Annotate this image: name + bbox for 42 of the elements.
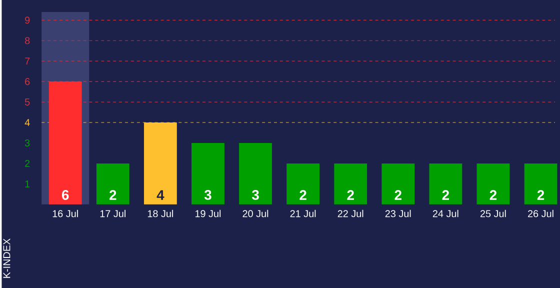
data-label: 2 <box>300 190 306 200</box>
x-tick-label: 24 Jul <box>432 210 458 218</box>
x-tick-label: 21 Jul <box>290 210 316 218</box>
x-tick-label: 16 Jul <box>52 210 78 218</box>
bar <box>429 163 462 204</box>
y-axis-title: K-INDEX <box>3 238 10 278</box>
data-label: 2 <box>537 190 544 200</box>
x-tick-label: 20 Jul <box>242 210 268 218</box>
x-tick-label: 17 Jul <box>100 210 126 218</box>
data-label: 2 <box>394 190 402 200</box>
y-tick-label: 9 <box>25 16 30 24</box>
x-tick-label: 25 Jul <box>480 210 506 218</box>
bar <box>334 163 368 204</box>
y-tick-label: 4 <box>24 119 30 126</box>
x-tick-label: 22 Jul <box>338 210 364 218</box>
x-tick-label: 19 Jul <box>195 210 221 218</box>
bar <box>476 163 510 204</box>
y-tick-label: 5 <box>24 98 30 106</box>
bar <box>382 163 415 204</box>
y-tick-label: 6 <box>25 78 30 86</box>
data-label: 2 <box>110 190 116 200</box>
bar <box>524 163 558 204</box>
bar <box>286 163 320 204</box>
x-tick-label: 18 Jul <box>148 210 173 218</box>
data-label: 3 <box>252 190 259 200</box>
y-tick-label: 8 <box>25 37 30 44</box>
y-tick-label: 7 <box>25 58 30 64</box>
bar <box>96 163 130 204</box>
bar <box>192 142 224 204</box>
y-tick-label: 3 <box>24 139 30 146</box>
data-label: 4 <box>156 190 164 200</box>
bar <box>239 142 272 204</box>
data-label: 3 <box>204 190 212 200</box>
x-tick-label: 26 Jul <box>528 210 554 218</box>
y-tick-label: 2 <box>25 160 30 167</box>
data-label: 2 <box>347 190 354 200</box>
data-label: 6 <box>62 190 69 200</box>
x-tick-label: 23 Jul <box>385 210 411 218</box>
data-label: 2 <box>490 190 497 200</box>
y-tick-label: 1 <box>25 180 30 188</box>
data-label: 2 <box>442 190 449 200</box>
bar <box>48 82 82 204</box>
